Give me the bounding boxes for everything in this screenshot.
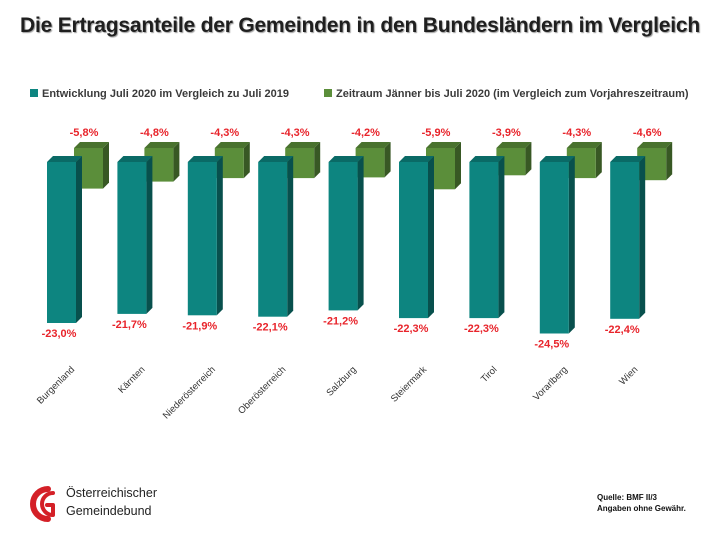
bar-side-series1-vorarlberg: [568, 156, 575, 334]
data-label-series2-oberoesterreich: -4,3%: [281, 127, 310, 139]
bar-top-series1-wien: [610, 156, 646, 162]
legend-swatch-series1: [30, 89, 38, 97]
bar-top-series2-steiermark: [426, 142, 461, 148]
data-label-series2-kaernten: -4,8%: [140, 127, 169, 139]
bar-series1-vorarlberg: [539, 162, 569, 334]
logo: Österreichischer Gemeindebund: [26, 484, 196, 524]
category-label-wien: Wien: [617, 364, 640, 387]
source-line1: Quelle: BMF II/3: [597, 493, 658, 502]
bar-side-series2-niederoesterreich: [243, 142, 250, 179]
bar-series1-niederoesterreich: [187, 162, 217, 316]
bar-series1-burgenland: [47, 162, 76, 323]
bar-top-series1-steiermark: [399, 156, 434, 162]
bar-side-series1-salzburg: [357, 156, 364, 311]
logo-line1: Österreichischer: [66, 486, 157, 500]
bar-top-series2-oberoesterreich: [285, 142, 321, 148]
data-label-series1-tirol: -22,3%: [464, 323, 499, 335]
bar-side-series1-niederoesterreich: [216, 156, 223, 316]
bar-side-series2-steiermark: [455, 142, 461, 190]
bar-top-series2-niederoesterreich: [214, 142, 250, 148]
bar-top-series1-tirol: [469, 156, 505, 162]
bar-series1-oberoesterreich: [258, 162, 288, 317]
data-label-series1-vorarlberg: -24,5%: [534, 339, 569, 351]
bar-top-series2-wien: [637, 142, 673, 148]
bar-side-series2-kaernten: [173, 142, 180, 182]
category-label-vorarlberg: Vorarlberg: [531, 364, 570, 403]
bar-series1-wien: [610, 162, 640, 319]
category-label-kaernten: Kärnten: [116, 364, 147, 395]
bar-side-series1-burgenland: [76, 156, 82, 323]
bar-series1-salzburg: [328, 162, 358, 311]
logo-text: Österreichischer Gemeindebund: [66, 484, 157, 520]
logo-line2: Gemeindebund: [66, 504, 152, 518]
gemeindebund-logo-icon: [30, 486, 55, 522]
chart-title: Die Ertragsanteile der Gemeinden in den …: [20, 14, 700, 37]
legend: Entwicklung Juli 2020 im Vergleich zu Ju…: [30, 88, 720, 104]
data-label-series2-salzburg: -4,2%: [351, 127, 380, 139]
bar-side-series2-vorarlberg: [595, 142, 602, 179]
bar-side-series1-tirol: [498, 156, 505, 319]
source-line2: Angaben ohne Gewähr.: [597, 504, 686, 513]
category-label-tirol: Tirol: [479, 364, 500, 385]
bar-top-series2-kaernten: [144, 142, 180, 148]
bar-top-series1-kaernten: [117, 156, 153, 162]
data-label-series2-wien: -4,6%: [633, 127, 662, 139]
bar-series1-tirol: [469, 162, 499, 319]
data-label-series1-salzburg: -21,2%: [323, 315, 358, 327]
bar-top-series1-salzburg: [328, 156, 364, 162]
legend-label-series1: Entwicklung Juli 2020 im Vergleich zu Ju…: [42, 88, 289, 100]
bar-series1-steiermark: [399, 162, 428, 319]
bar-top-series1-vorarlberg: [539, 156, 575, 162]
bar-top-series2-salzburg: [355, 142, 391, 148]
category-label-salzburg: Salzburg: [324, 364, 358, 398]
data-label-series1-steiermark: -22,3%: [394, 323, 429, 335]
data-label-series1-wien: -22,4%: [605, 324, 640, 336]
bar-top-series2-vorarlberg: [566, 142, 602, 148]
bar-side-series1-oberoesterreich: [287, 156, 294, 317]
data-label-series1-niederoesterreich: -21,9%: [182, 320, 217, 332]
source-note: Quelle: BMF II/3 Angaben ohne Gewähr.: [597, 492, 686, 514]
bar-top-series1-burgenland: [47, 156, 82, 162]
bar-series1-kaernten: [117, 162, 147, 314]
data-label-series2-steiermark: -5,9%: [422, 127, 451, 139]
legend-item-series2: Zeitraum Jänner bis Juli 2020 (im Vergle…: [324, 88, 689, 100]
data-label-series2-tirol: -3,9%: [492, 127, 521, 139]
bar-side-series2-tirol: [525, 142, 532, 176]
category-label-steiermark: Steiermark: [389, 364, 429, 404]
category-label-burgenland: Burgenland: [35, 364, 77, 406]
data-label-series2-burgenland: -5,8%: [70, 127, 99, 139]
bar-side-series1-wien: [639, 156, 646, 319]
bar-top-series2-burgenland: [74, 142, 109, 148]
bar-side-series2-wien: [666, 142, 673, 181]
bar-chart: -5,8% -23,0% Burgenland -4,8% -21,7% Kärnten -…: [35, 127, 673, 421]
data-label-series1-burgenland: -23,0%: [42, 328, 77, 340]
data-label-series1-kaernten: -21,7%: [112, 319, 147, 331]
bar-top-series1-niederoesterreich: [187, 156, 223, 162]
bar-top-series1-oberoesterreich: [258, 156, 294, 162]
bar-side-series2-salzburg: [384, 142, 391, 178]
bar-top-series2-tirol: [496, 142, 532, 148]
category-label-niederoesterreich: Niederösterreich: [161, 364, 218, 421]
legend-label-series2: Zeitraum Jänner bis Juli 2020 (im Vergle…: [336, 88, 689, 100]
legend-item-series1: Entwicklung Juli 2020 im Vergleich zu Ju…: [30, 88, 289, 100]
data-label-series2-niederoesterreich: -4,3%: [210, 127, 239, 139]
bar-side-series2-oberoesterreich: [314, 142, 321, 179]
bar-side-series1-kaernten: [146, 156, 153, 314]
legend-swatch-series2: [324, 89, 332, 97]
data-label-series2-vorarlberg: -4,3%: [562, 127, 591, 139]
bar-side-series2-burgenland: [103, 142, 109, 189]
category-label-oberoesterreich: Oberösterreich: [236, 364, 288, 416]
data-label-series1-oberoesterreich: -22,1%: [253, 322, 288, 334]
bar-side-series1-steiermark: [428, 156, 434, 319]
